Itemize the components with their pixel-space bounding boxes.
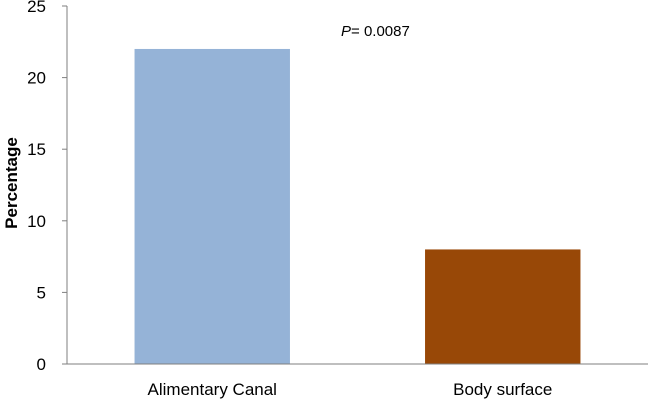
y-tick-label: 15 <box>27 140 46 159</box>
y-tick-label: 20 <box>27 69 46 88</box>
y-ticks: 0 5 10 15 20 25 <box>27 0 67 374</box>
p-value-annotation: P= 0.0087 <box>341 23 410 40</box>
y-axis-title: Percentage <box>2 137 21 229</box>
y-tick-label: 0 <box>37 355 46 374</box>
p-value-text: = 0.0087 <box>351 23 410 40</box>
x-category-label: Body surface <box>453 380 552 399</box>
bar-body-surface <box>425 249 581 364</box>
p-symbol: P <box>341 23 351 40</box>
bar-alimentary-canal <box>134 48 290 365</box>
y-tick-label: 5 <box>37 283 46 302</box>
x-category-label: Alimentary Canal <box>148 380 277 399</box>
y-tick-label: 10 <box>27 212 46 231</box>
axes-layer <box>66 6 648 365</box>
bars-layer <box>134 48 581 365</box>
x-category-labels: Alimentary Canal Body surface <box>148 380 553 399</box>
y-tick-label: 25 <box>27 0 46 16</box>
